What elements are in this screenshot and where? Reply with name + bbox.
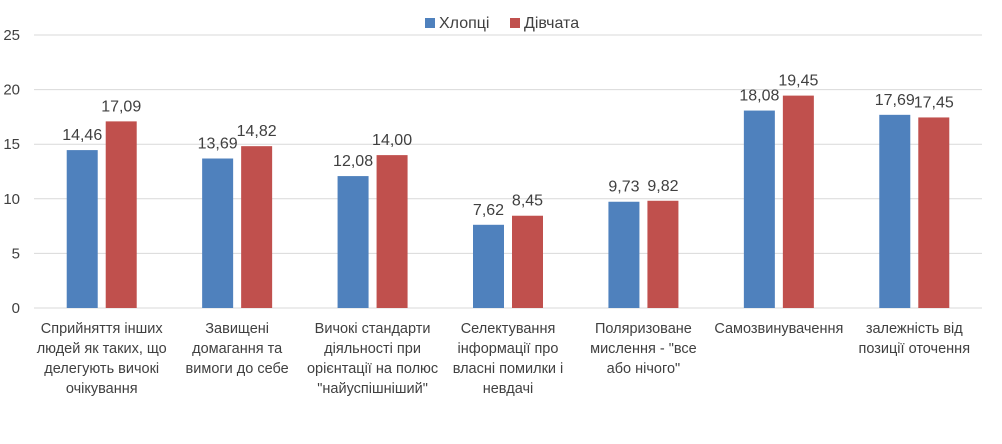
x-category-label-line: Поляризоване — [595, 321, 692, 337]
x-category-label-line: делегують вичокі — [44, 361, 159, 377]
data-label: 14,00 — [372, 132, 412, 149]
y-tick-label: 15 — [3, 136, 20, 153]
bar-girls — [241, 146, 273, 308]
data-label: 17,45 — [914, 94, 954, 111]
y-tick-label: 10 — [3, 191, 20, 208]
y-tick-label: 25 — [3, 27, 20, 44]
x-category-label-line: власні помилки і — [453, 361, 564, 377]
legend-swatch-boys — [425, 18, 435, 28]
data-label: 8,45 — [512, 193, 543, 210]
x-category-label-line: вимоги до себе — [186, 361, 289, 377]
x-category-label: Самозвинувачення — [714, 321, 843, 337]
x-category-label-line: Самозвинувачення — [714, 321, 843, 337]
y-axis: 0 5 10 15 20 25 — [3, 27, 20, 317]
y-tick-label: 0 — [12, 300, 20, 317]
x-category-label-line: домагання та — [192, 341, 283, 357]
bar-girls — [376, 155, 408, 308]
x-category-label-line: "найуспішніший" — [317, 381, 428, 397]
legend-label-girls: Дівчата — [524, 15, 579, 32]
bar-girls — [647, 200, 679, 308]
bar-boys — [608, 201, 640, 308]
bar-girls — [782, 95, 814, 308]
bar-girls — [512, 215, 543, 308]
x-category-label-line: діяльності при — [324, 341, 421, 357]
bar-boys — [743, 110, 775, 308]
x-category-label-line: Завищені — [205, 321, 269, 337]
x-category-label-line: очікування — [66, 381, 138, 397]
y-tick-label: 5 — [12, 245, 20, 262]
data-label: 17,09 — [101, 98, 141, 115]
data-label: 14,46 — [62, 127, 102, 144]
bar-boys — [879, 114, 911, 309]
gridlines — [34, 34, 982, 309]
x-category-label-line: позиції оточення — [859, 341, 971, 357]
x-category-label: Селектування інформації про власні помилки… — [453, 321, 564, 397]
data-label: 18,08 — [739, 88, 779, 105]
x-category-label-line: або нічого" — [607, 361, 681, 377]
data-label: 12,08 — [333, 153, 373, 170]
x-category-label-line: залежність від — [866, 321, 963, 337]
x-category-label-line: невдачі — [483, 381, 534, 397]
x-category-label: Вичокі стандарти діяльності при орієнтації… — [307, 321, 438, 397]
bar-girls — [918, 117, 950, 308]
data-label: 19,45 — [778, 73, 818, 90]
x-category-label-line: інформації про — [458, 341, 559, 357]
bar-boys — [202, 158, 234, 308]
data-label: 7,62 — [473, 202, 504, 219]
legend: Хлопці Дівчата — [425, 15, 579, 32]
data-label: 17,69 — [875, 92, 915, 109]
x-category-label: Сприйняття інших людей як таких, що делегу… — [37, 321, 167, 397]
x-category-label-line: орієнтації на полюс — [307, 361, 438, 377]
x-axis: Сприйняття інших людей як таких, що делегу… — [37, 321, 970, 397]
bar-girls — [105, 121, 137, 308]
bar-boys — [66, 150, 98, 308]
data-label: 14,82 — [237, 123, 277, 140]
legend-label-boys: Хлопці — [439, 15, 489, 32]
legend-swatch-girls — [510, 18, 520, 28]
x-category-label: Поляризоване мислення - "все або нічого" — [590, 321, 697, 377]
bar-boys — [337, 176, 369, 308]
x-category-label-line: Вичокі стандарти — [315, 321, 431, 337]
x-category-label: залежність від позиції оточення — [859, 321, 971, 357]
x-category-label-line: людей як таких, що — [37, 341, 167, 357]
x-category-label-line: Селектування — [461, 321, 556, 337]
bars — [66, 95, 950, 309]
x-category-label: Завищені домагання та вимоги до себе — [186, 321, 289, 377]
x-category-label-line: Сприйняття інших — [41, 321, 164, 337]
x-category-label-line: мислення - "все — [590, 341, 697, 357]
data-label: 13,69 — [198, 136, 238, 153]
bar-boys — [473, 224, 504, 308]
data-label: 9,73 — [608, 179, 639, 196]
data-label: 9,82 — [647, 178, 678, 195]
y-tick-label: 20 — [3, 82, 20, 99]
